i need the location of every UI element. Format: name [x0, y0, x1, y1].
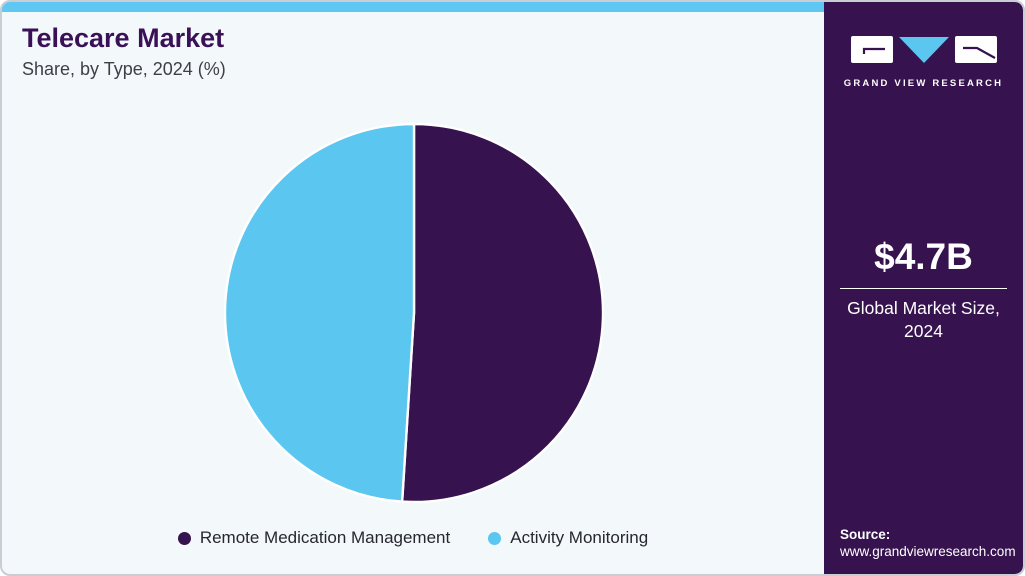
pie-chart-svg: [223, 122, 605, 504]
source-url-link[interactable]: www.grandviewresearch.com: [840, 544, 1016, 559]
gvr-logo: GRAND VIEW RESEARCH: [824, 30, 1023, 89]
chart-legend: Remote Medication Management Activity Mo…: [2, 528, 824, 548]
legend-dot-icon: [177, 531, 191, 545]
top-accent-bar: [2, 2, 824, 12]
page-subtitle: Share, by Type, 2024 (%): [22, 58, 226, 79]
market-size-value: $4.7B: [874, 236, 973, 277]
pie-slice: [400, 122, 605, 504]
legend-label: Remote Medication Management: [199, 528, 451, 547]
legend-item-activity-monitoring: Activity Monitoring: [488, 528, 648, 548]
pie-slice: [223, 122, 416, 503]
brand-sidebar: GRAND VIEW RESEARCH $4.7B Global Market …: [824, 2, 1023, 574]
page-title: Telecare Market: [22, 23, 225, 53]
market-size-label: Global Market Size, 2024: [847, 297, 1000, 341]
brand-name: GRAND VIEW RESEARCH: [843, 78, 1004, 89]
legend-label: Activity Monitoring: [510, 528, 649, 547]
pie-chart: [222, 121, 606, 505]
market-size-stat: $4.7B Global Market Size, 2024: [824, 236, 1023, 343]
source-label: Source:: [840, 527, 891, 542]
header: Telecare Market Share, by Type, 2024 (%): [22, 23, 226, 80]
gvr-logo-icon: [850, 36, 997, 63]
stat-divider: [840, 287, 1007, 289]
legend-item-remote-medication-management: Remote Medication Management: [177, 528, 451, 548]
legend-dot-icon: [488, 531, 502, 545]
source-block: Source: www.grandviewresearch.com: [840, 527, 1016, 559]
